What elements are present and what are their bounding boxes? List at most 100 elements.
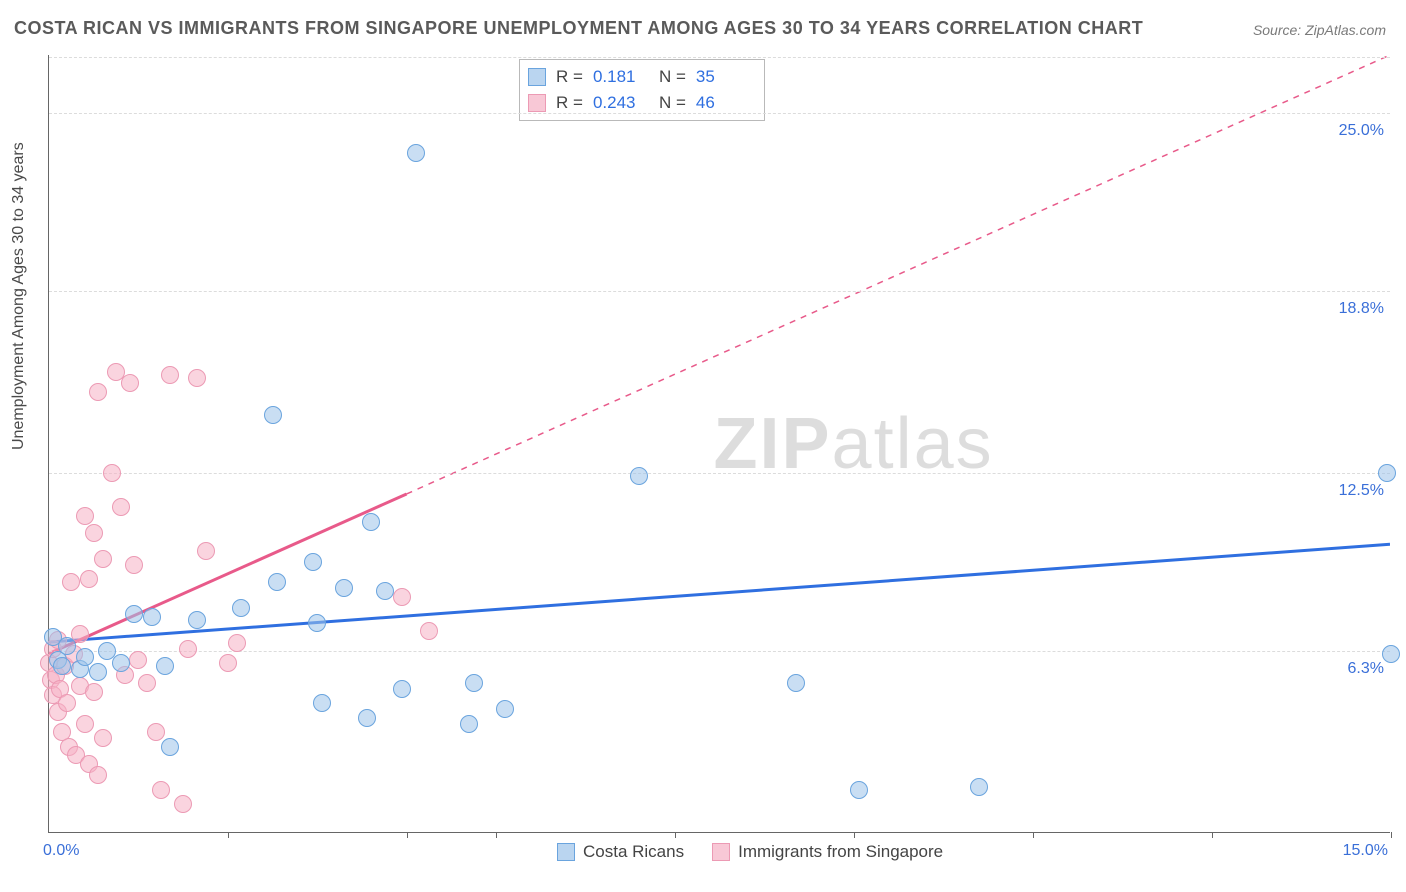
chart-container: COSTA RICAN VS IMMIGRANTS FROM SINGAPORE… <box>0 0 1406 892</box>
data-point <box>62 573 80 591</box>
data-point <box>94 729 112 747</box>
gridline <box>49 113 1390 114</box>
data-point <box>376 582 394 600</box>
data-point <box>112 498 130 516</box>
data-point <box>393 588 411 606</box>
legend-swatch <box>528 68 546 86</box>
data-point <box>85 683 103 701</box>
data-point <box>264 406 282 424</box>
plot-area: ZIPatlas R =0.181N =35R =0.243N =46 Cost… <box>48 55 1390 833</box>
data-point <box>58 637 76 655</box>
data-point <box>358 709 376 727</box>
data-point <box>161 738 179 756</box>
watermark-bold: ZIP <box>714 404 832 484</box>
stat-r-label: R = <box>556 64 583 90</box>
data-point <box>179 640 197 658</box>
data-point <box>89 383 107 401</box>
data-point <box>232 599 250 617</box>
data-point <box>103 464 121 482</box>
legend-item: Immigrants from Singapore <box>712 842 943 862</box>
legend-swatch <box>557 843 575 861</box>
x-tick-mark <box>1391 832 1392 838</box>
data-point <box>228 634 246 652</box>
data-point <box>407 144 425 162</box>
data-point <box>112 654 130 672</box>
gridline <box>49 57 1390 58</box>
legend-label: Costa Ricans <box>583 842 684 862</box>
stat-n-label: N = <box>659 64 686 90</box>
data-point <box>143 608 161 626</box>
data-point <box>89 766 107 784</box>
data-point <box>76 507 94 525</box>
legend: Costa Ricans Immigrants from Singapore <box>557 842 943 862</box>
data-point <box>393 680 411 698</box>
gridline <box>49 651 1390 652</box>
source-attribution: Source: ZipAtlas.com <box>1253 22 1386 38</box>
x-tick-mark <box>1212 832 1213 838</box>
data-point <box>362 513 380 531</box>
data-point <box>80 570 98 588</box>
data-point <box>89 663 107 681</box>
data-point <box>188 611 206 629</box>
data-point <box>1378 464 1396 482</box>
data-point <box>58 694 76 712</box>
data-point <box>197 542 215 560</box>
x-tick-mark <box>675 832 676 838</box>
y-tick-label: 25.0% <box>1339 122 1384 140</box>
data-point <box>94 550 112 568</box>
x-tick-mark <box>407 832 408 838</box>
data-point <box>174 795 192 813</box>
stat-r-value: 0.181 <box>593 64 649 90</box>
x-tick-mark <box>496 832 497 838</box>
data-point <box>1382 645 1400 663</box>
data-point <box>420 622 438 640</box>
data-point <box>129 651 147 669</box>
data-point <box>138 674 156 692</box>
data-point <box>630 467 648 485</box>
x-tick-mark <box>854 832 855 838</box>
data-point <box>76 715 94 733</box>
data-point <box>219 654 237 672</box>
watermark-light: atlas <box>832 404 994 484</box>
data-point <box>121 374 139 392</box>
data-point <box>85 524 103 542</box>
data-point <box>787 674 805 692</box>
stats-row: R = 0.181 N = 35 <box>528 64 752 90</box>
chart-title: COSTA RICAN VS IMMIGRANTS FROM SINGAPORE… <box>14 18 1143 39</box>
data-point <box>308 614 326 632</box>
data-point <box>970 778 988 796</box>
gridline <box>49 291 1390 292</box>
legend-item: Costa Ricans <box>557 842 684 862</box>
gridline <box>49 473 1390 474</box>
x-tick-mark <box>228 832 229 838</box>
x-tick-label: 15.0% <box>1343 842 1388 860</box>
y-tick-label: 18.8% <box>1339 300 1384 318</box>
x-tick-label: 0.0% <box>43 842 79 860</box>
legend-label: Immigrants from Singapore <box>738 842 943 862</box>
data-point <box>156 657 174 675</box>
y-tick-label: 6.3% <box>1348 660 1384 678</box>
data-point <box>125 556 143 574</box>
data-point <box>161 366 179 384</box>
data-point <box>268 573 286 591</box>
data-point <box>76 648 94 666</box>
trend-lines <box>49 55 1390 832</box>
data-point <box>304 553 322 571</box>
legend-swatch <box>528 94 546 112</box>
stat-n-value: 35 <box>696 64 752 90</box>
data-point <box>125 605 143 623</box>
data-point <box>496 700 514 718</box>
y-tick-label: 12.5% <box>1339 482 1384 500</box>
data-point <box>465 674 483 692</box>
data-point <box>188 369 206 387</box>
data-point <box>850 781 868 799</box>
x-tick-mark <box>1033 832 1034 838</box>
data-point <box>53 657 71 675</box>
data-point <box>313 694 331 712</box>
data-point <box>147 723 165 741</box>
y-axis-label: Unemployment Among Ages 30 to 34 years <box>10 142 28 450</box>
data-point <box>335 579 353 597</box>
data-point <box>460 715 478 733</box>
legend-swatch <box>712 843 730 861</box>
data-point <box>152 781 170 799</box>
